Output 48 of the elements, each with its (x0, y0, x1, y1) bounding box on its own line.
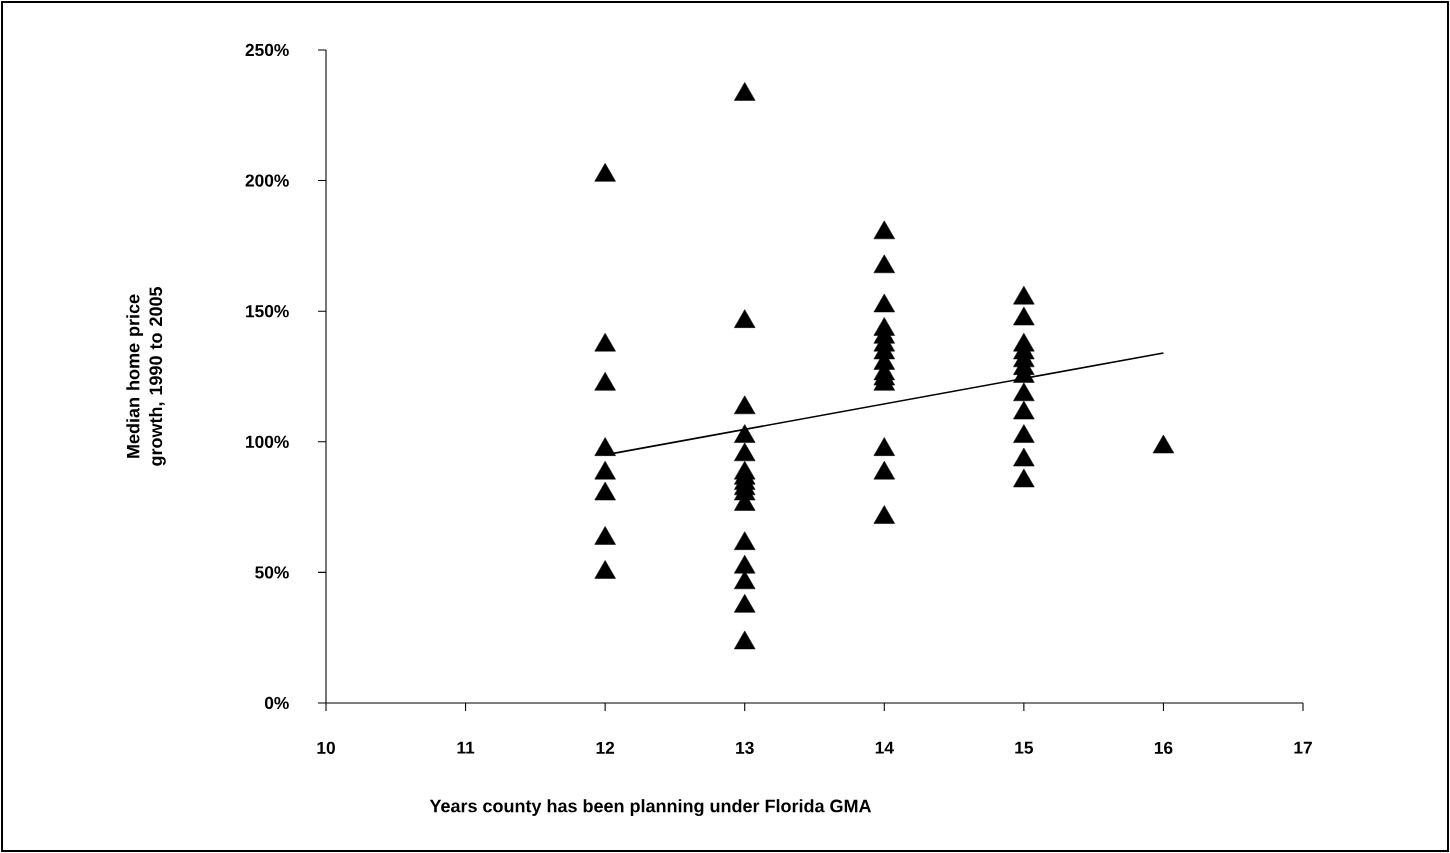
point (594, 481, 616, 501)
y-tick-label: 150% (246, 305, 289, 318)
point (873, 460, 895, 480)
point (594, 163, 616, 182)
point (734, 594, 756, 613)
point (734, 82, 756, 101)
point (873, 254, 895, 274)
point (1013, 306, 1035, 326)
point (734, 309, 756, 328)
point (734, 630, 756, 650)
point (873, 220, 895, 240)
point (873, 505, 895, 524)
x-tick-label: 12 (596, 741, 615, 754)
point (1152, 434, 1175, 454)
point (734, 424, 756, 443)
x-axis-title: Years county has been planning under Florida GMA (429, 799, 872, 816)
point (873, 293, 895, 313)
point (594, 560, 616, 579)
x-tick-label: 10 (317, 741, 335, 754)
x-tick-label: 16 (1154, 741, 1173, 754)
point (1013, 447, 1035, 467)
y-tick-label: 50% (255, 566, 289, 579)
y-tick-label: 200% (245, 174, 289, 187)
point (873, 437, 895, 456)
point (1013, 382, 1035, 402)
y-tick-label: 250% (245, 43, 289, 57)
x-tick-label: 15 (1015, 741, 1034, 754)
x-tick-label: 17 (1294, 741, 1312, 754)
x-tick-label: 14 (875, 741, 894, 754)
point (594, 437, 616, 456)
y-axis-title: Median home price growth, 1990 to 2005 (126, 286, 166, 466)
point (1013, 424, 1035, 443)
point (1013, 468, 1035, 488)
y-tick-label: 100% (246, 435, 289, 448)
point (734, 531, 756, 550)
point (594, 332, 616, 352)
point (734, 395, 756, 415)
y-tick-label: 0% (264, 696, 289, 710)
point (594, 526, 616, 545)
point (1013, 400, 1035, 420)
point (1013, 285, 1035, 305)
point (594, 460, 616, 480)
point (734, 554, 756, 574)
x-tick-label: 13 (736, 741, 754, 754)
point (594, 372, 616, 391)
point (734, 442, 756, 462)
x-tick-label: 11 (457, 741, 475, 754)
point (734, 570, 756, 590)
